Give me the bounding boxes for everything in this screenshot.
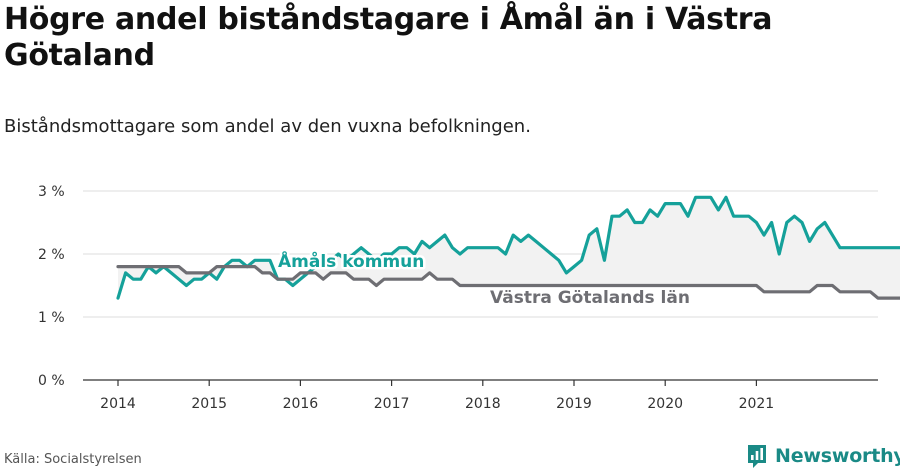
x-tick-label: 2017	[374, 396, 410, 412]
x-tick-label: 2020	[647, 396, 683, 412]
series-name-vg: Västra Götalands län	[490, 288, 690, 308]
brand-name: Newsworthy	[775, 445, 900, 467]
newsworthy-logo-icon	[748, 445, 766, 468]
series-name-amal: Åmåls kommun	[278, 249, 424, 272]
x-tick-label: 2021	[739, 396, 775, 412]
chart-title: Högre andel biståndstagare i Åmål än i V…	[4, 2, 773, 73]
series-line-amal	[116, 195, 900, 300]
y-tick-label: 3 %	[38, 184, 65, 200]
line-chart: 0 % 1 % 2 % 3 % 2014 2015 2016 2017 2018 2019 202…	[38, 184, 900, 412]
x-tick-label: 2016	[283, 396, 319, 412]
brand-logo: Newsworthy	[746, 441, 900, 471]
y-tick-label: 0 %	[38, 373, 65, 389]
source-note: Källa: Socialstyrelsen	[4, 452, 142, 467]
series-line-vg	[116, 265, 900, 300]
chart-subtitle: Biståndsmottagare som andel av den vuxna…	[4, 116, 531, 137]
y-tick-label: 1 %	[38, 310, 65, 326]
x-tick-label: 2018	[465, 396, 501, 412]
series-lines	[116, 195, 900, 300]
x-tick-label: 2015	[191, 396, 227, 412]
y-tick-label: 2 %	[38, 247, 65, 263]
x-tick-label: 2019	[556, 396, 592, 412]
x-tick-label: 2014	[100, 396, 136, 412]
x-axis: 2014 2015 2016 2017 2018 2019 2020 2021	[83, 379, 878, 412]
